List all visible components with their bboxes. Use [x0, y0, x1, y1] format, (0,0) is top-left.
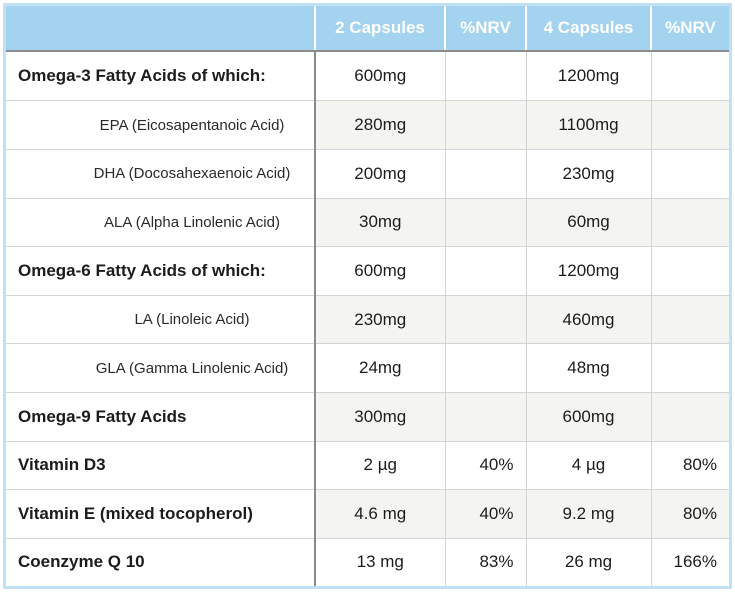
row-label-cell: Omega-6 Fatty Acids of which: [6, 246, 315, 296]
nrv-cell-4-capsules [650, 246, 729, 296]
value-cell-2-capsules: 280mg [314, 100, 445, 150]
nutrition-table: 2 Capsules %NRV 4 Capsules %NRV Omega-3 … [6, 6, 729, 586]
nrv-cell-4-capsules: 80% [650, 489, 729, 539]
row-label-cell: ALA (Alpha Linolenic Acid) [6, 197, 315, 247]
row-label-cell: DHA (Docosahexaenoic Acid) [6, 148, 315, 199]
table-row: Coenzyme Q 10 13 mg 83% 26 mg 166% [6, 537, 729, 586]
value-cell-4-capsules: 1200mg [525, 246, 651, 296]
table-row: ALA (Alpha Linolenic Acid) 30mg 60mg [6, 197, 729, 247]
table-row: Vitamin D3 2 µg 40% 4 µg 80% [6, 440, 729, 490]
table-row: Omega-9 Fatty Acids 300mg 600mg [6, 392, 729, 442]
header-cell-nrv-4: %NRV [650, 6, 729, 52]
header-cell-nrv-2: %NRV [444, 6, 526, 52]
value-cell-4-capsules: 1200mg [525, 50, 651, 101]
nrv-cell-2-capsules [444, 197, 526, 247]
nrv-cell-2-capsules [444, 343, 526, 393]
nrv-cell-4-capsules: 80% [650, 440, 729, 490]
value-cell-4-capsules: 9.2 mg [525, 489, 651, 539]
value-cell-2-capsules: 600mg [314, 246, 445, 296]
header-cell-blank [6, 6, 315, 52]
nrv-cell-2-capsules [444, 100, 526, 150]
value-cell-4-capsules: 4 µg [525, 440, 651, 490]
row-label-cell: Vitamin E (mixed tocopherol) [6, 489, 315, 539]
nrv-cell-2-capsules [444, 50, 526, 101]
value-cell-2-capsules: 13 mg [314, 537, 445, 586]
nrv-cell-4-capsules [650, 197, 729, 247]
nrv-cell-4-capsules: 166% [650, 537, 729, 586]
table-row: EPA (Eicosapentanoic Acid) 280mg 1100mg [6, 100, 729, 150]
nrv-cell-2-capsules: 40% [444, 489, 526, 539]
nrv-cell-4-capsules [650, 294, 729, 344]
value-cell-4-capsules: 26 mg [525, 537, 651, 586]
nrv-cell-4-capsules [650, 148, 729, 199]
nrv-cell-4-capsules [650, 343, 729, 393]
table-row: GLA (Gamma Linolenic Acid) 24mg 48mg [6, 343, 729, 393]
table-row: Vitamin E (mixed tocopherol) 4.6 mg 40% 9.2… [6, 489, 729, 539]
table-body: Omega-3 Fatty Acids of which: 600mg 1200mg… [6, 50, 729, 586]
header-cell-2-capsules: 2 Capsules [314, 6, 445, 52]
value-cell-2-capsules: 24mg [314, 343, 445, 393]
value-cell-4-capsules: 1100mg [525, 100, 651, 150]
table-row: Omega-3 Fatty Acids of which: 600mg 1200mg [6, 50, 729, 101]
value-cell-2-capsules: 4.6 mg [314, 489, 445, 539]
row-label-cell: Omega-9 Fatty Acids [6, 392, 315, 442]
nrv-cell-2-capsules [444, 246, 526, 296]
value-cell-2-capsules: 230mg [314, 294, 445, 344]
nrv-cell-2-capsules [444, 294, 526, 344]
nrv-cell-4-capsules [650, 100, 729, 150]
row-label-cell: Omega-3 Fatty Acids of which: [6, 50, 315, 101]
value-cell-4-capsules: 48mg [525, 343, 651, 393]
value-cell-4-capsules: 60mg [525, 197, 651, 247]
row-label-cell: LA (Linoleic Acid) [6, 294, 315, 344]
row-label-cell: EPA (Eicosapentanoic Acid) [6, 100, 315, 150]
nutrition-table-container: 2 Capsules %NRV 4 Capsules %NRV Omega-3 … [3, 3, 732, 589]
nrv-cell-2-capsules [444, 148, 526, 199]
value-cell-2-capsules: 200mg [314, 148, 445, 199]
value-cell-2-capsules: 600mg [314, 50, 445, 101]
nrv-cell-2-capsules: 83% [444, 537, 526, 586]
row-label-cell: GLA (Gamma Linolenic Acid) [6, 343, 315, 393]
value-cell-2-capsules: 300mg [314, 392, 445, 442]
value-cell-4-capsules: 230mg [525, 148, 651, 199]
header-row: 2 Capsules %NRV 4 Capsules %NRV [6, 6, 729, 52]
nrv-cell-4-capsules [650, 50, 729, 101]
nrv-cell-4-capsules [650, 392, 729, 442]
nrv-cell-2-capsules: 40% [444, 440, 526, 490]
table-row: DHA (Docosahexaenoic Acid) 200mg 230mg [6, 148, 729, 199]
value-cell-2-capsules: 30mg [314, 197, 445, 247]
value-cell-4-capsules: 600mg [525, 392, 651, 442]
table-row: Omega-6 Fatty Acids of which: 600mg 1200mg [6, 246, 729, 296]
row-label-cell: Vitamin D3 [6, 440, 315, 490]
nrv-cell-2-capsules [444, 392, 526, 442]
row-label-cell: Coenzyme Q 10 [6, 537, 315, 586]
value-cell-4-capsules: 460mg [525, 294, 651, 344]
header-cell-4-capsules: 4 Capsules [525, 6, 651, 52]
table-row: LA (Linoleic Acid) 230mg 460mg [6, 294, 729, 344]
value-cell-2-capsules: 2 µg [314, 440, 445, 490]
